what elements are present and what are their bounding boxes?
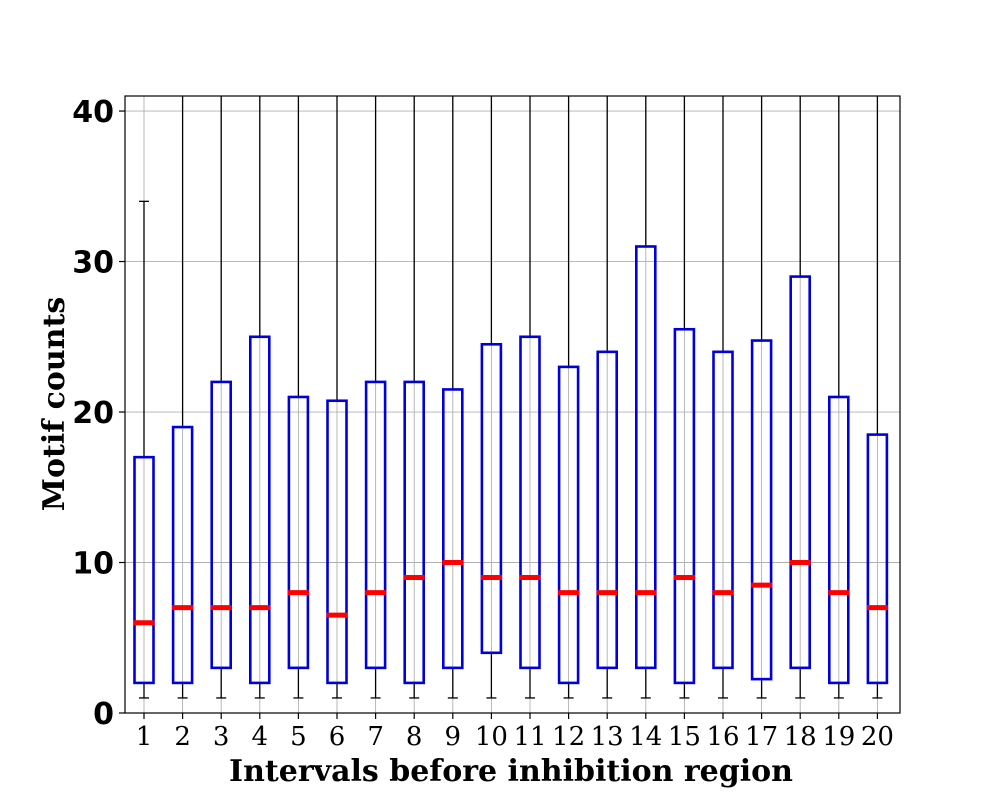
y-tick-label: 10 bbox=[72, 547, 114, 582]
x-tick-label: 16 bbox=[706, 722, 739, 752]
box-15 bbox=[673, 96, 696, 699]
box-body bbox=[712, 350, 734, 670]
box-body bbox=[634, 245, 657, 670]
x-tick-label: 20 bbox=[861, 722, 894, 752]
box-9 bbox=[441, 96, 464, 699]
box-17 bbox=[750, 96, 773, 699]
box-body bbox=[403, 380, 426, 685]
x-tick-label: 17 bbox=[745, 722, 778, 752]
box-body bbox=[673, 327, 696, 685]
box-2 bbox=[171, 96, 194, 699]
x-axis-label: Intervals before inhibition region bbox=[229, 754, 793, 789]
box-10 bbox=[480, 96, 503, 699]
box-body bbox=[133, 455, 155, 685]
x-axis: 1 2 3 4 5 6 7 8 9 10 11 12 13 14 15 16 17 18 19 20 bbox=[136, 713, 894, 752]
box-5 bbox=[287, 96, 310, 699]
x-tick-label: 1 bbox=[136, 722, 153, 752]
box-3 bbox=[210, 96, 232, 699]
x-tick-label: 6 bbox=[329, 722, 346, 752]
box-4 bbox=[249, 96, 271, 699]
box-20 bbox=[866, 96, 889, 699]
x-tick-label: 19 bbox=[822, 722, 855, 752]
box-body bbox=[750, 339, 773, 681]
box-body bbox=[827, 395, 850, 685]
box-body bbox=[210, 380, 232, 670]
axes-frame bbox=[124, 95, 901, 714]
y-tick-label: 20 bbox=[72, 396, 114, 431]
x-tick-label: 11 bbox=[513, 722, 546, 752]
box-body bbox=[557, 365, 580, 685]
y-axis: 0 10 20 30 40 bbox=[72, 95, 125, 732]
box-19 bbox=[827, 96, 850, 699]
box-18 bbox=[789, 96, 812, 699]
box-body bbox=[596, 350, 619, 670]
x-tick-label: 12 bbox=[552, 722, 585, 752]
x-tick-label: 13 bbox=[591, 722, 624, 752]
box-body bbox=[519, 335, 541, 670]
y-axis-label: Motif counts bbox=[37, 297, 72, 511]
box-7 bbox=[364, 96, 387, 699]
x-tick-label: 10 bbox=[475, 722, 508, 752]
y-tick-label: 0 bbox=[93, 697, 114, 732]
box-16 bbox=[712, 96, 734, 699]
box-body bbox=[480, 343, 503, 655]
box-13 bbox=[596, 96, 619, 699]
x-tick-label: 14 bbox=[629, 722, 662, 752]
x-tick-label: 4 bbox=[252, 722, 269, 752]
x-tick-label: 5 bbox=[290, 722, 307, 752]
box-12 bbox=[557, 96, 580, 699]
box-14 bbox=[634, 96, 657, 699]
x-tick-label: 15 bbox=[668, 722, 701, 752]
box-11 bbox=[519, 96, 541, 699]
y-tick-label: 40 bbox=[72, 95, 114, 130]
box-body bbox=[866, 433, 889, 685]
grid-lines bbox=[125, 96, 900, 714]
box-body bbox=[249, 335, 271, 685]
x-tick-label: 3 bbox=[213, 722, 230, 752]
box-body bbox=[441, 388, 464, 670]
box-6 bbox=[326, 96, 348, 699]
x-tick-label: 18 bbox=[784, 722, 817, 752]
box-8 bbox=[403, 96, 426, 699]
box-body bbox=[789, 275, 812, 670]
box-1 bbox=[133, 200, 155, 699]
plot-area bbox=[133, 96, 889, 699]
x-tick-label: 9 bbox=[445, 722, 462, 752]
x-tick-label: 7 bbox=[367, 722, 384, 752]
box-body bbox=[171, 425, 194, 685]
y-tick-label: 30 bbox=[72, 246, 114, 281]
box-body bbox=[326, 399, 348, 685]
box-body bbox=[287, 395, 310, 670]
x-tick-label: 2 bbox=[174, 722, 191, 752]
x-tick-label: 8 bbox=[406, 722, 423, 752]
box-body bbox=[364, 380, 387, 670]
